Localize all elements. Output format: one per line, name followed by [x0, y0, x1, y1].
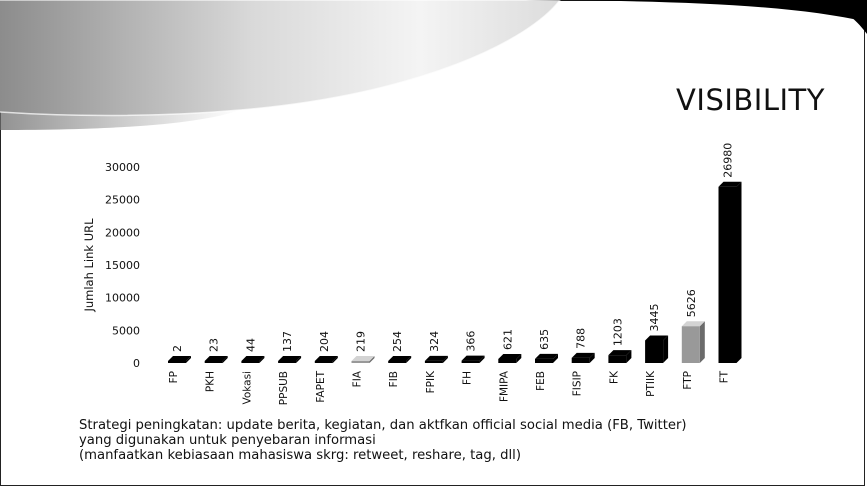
bar-top	[608, 350, 632, 356]
bar-value-label: 2	[171, 345, 184, 352]
bar	[241, 361, 260, 363]
bar-side	[699, 321, 705, 363]
bar-top	[168, 356, 191, 361]
x-tick-label: FTP	[682, 371, 694, 390]
y-tick-label: 15000	[105, 259, 140, 272]
bar-side	[626, 350, 632, 363]
bar	[424, 360, 443, 363]
bar-top	[388, 356, 412, 361]
bar-value-label: 621	[501, 329, 514, 350]
y-tick-label: 0	[133, 357, 140, 370]
bar-value-label: 204	[318, 331, 331, 352]
bar-value-label: 137	[281, 331, 294, 352]
bar	[571, 357, 590, 363]
caption-line-1: Strategi peningkatan: update berita, keg…	[79, 418, 687, 433]
bar-top	[681, 321, 705, 327]
caption-line-2: yang digunakan untuk penyebaran informas…	[79, 433, 376, 448]
x-tick-label: FMIPA	[498, 370, 510, 402]
bar-value-label: 219	[355, 331, 368, 352]
x-tick-label: FPIK	[425, 370, 437, 393]
bar	[461, 360, 480, 363]
x-tick-label: FIA	[352, 370, 364, 387]
bar	[388, 361, 407, 363]
bar-top	[278, 356, 302, 361]
bar-side	[589, 352, 595, 363]
bar	[535, 358, 553, 363]
bar-top	[351, 356, 375, 361]
bar-top	[498, 353, 522, 359]
x-tick-label: Vokasi	[241, 371, 253, 405]
bar-side	[259, 356, 265, 363]
bar-top	[535, 353, 558, 359]
bar-top	[424, 355, 448, 361]
bar	[204, 361, 223, 363]
bar-top	[241, 356, 265, 361]
bar	[681, 326, 700, 363]
bar	[608, 355, 627, 363]
bar	[498, 358, 517, 363]
bar-side	[442, 355, 448, 363]
y-tick-label: 25000	[105, 194, 140, 207]
x-tick-label: FH	[462, 371, 474, 385]
bar	[718, 186, 737, 363]
bar-top	[314, 356, 338, 361]
bar-side	[369, 356, 375, 363]
bar-side	[479, 355, 485, 363]
bar-side	[186, 356, 191, 363]
bar-value-label: 26980	[722, 143, 735, 178]
bar-top	[204, 356, 228, 361]
x-tick-label: PKH	[205, 371, 217, 392]
bar-side	[663, 335, 669, 363]
y-axis-label: Jumlah Link URL	[82, 218, 96, 313]
y-tick-label: 10000	[105, 292, 140, 305]
x-tick-label: FEB	[535, 371, 547, 391]
bar-top	[461, 355, 485, 361]
y-tick-label: 30000	[105, 161, 140, 174]
bar	[168, 361, 186, 363]
x-tick-label: FK	[608, 370, 620, 384]
x-tick-label: PTIIK	[645, 370, 657, 397]
y-tick-label: 5000	[112, 324, 140, 337]
bar-side	[736, 181, 742, 363]
x-tick-label: FAPET	[315, 370, 327, 402]
bar-top	[718, 181, 742, 187]
bar-value-label: 1203	[611, 318, 624, 346]
bar	[351, 361, 370, 363]
bar-side	[516, 353, 522, 363]
bar	[278, 361, 297, 363]
caption-line-3: (manfaatkan kebiasaan mahasiswa skrg: re…	[79, 448, 521, 463]
x-tick-label: FISIP	[572, 371, 584, 396]
bar-side	[222, 356, 228, 363]
bar	[645, 340, 664, 363]
bar-value-label: 23	[208, 338, 221, 352]
bar-value-label: 3445	[648, 303, 661, 331]
bar	[314, 361, 333, 363]
x-tick-label: FIB	[388, 371, 400, 387]
bar-value-label: 254	[391, 331, 404, 352]
bar-value-label: 635	[538, 329, 551, 350]
x-tick-label: FT	[719, 370, 731, 383]
y-tick-label: 20000	[105, 226, 140, 239]
bar-side	[553, 353, 558, 363]
bar-value-label: 788	[575, 328, 588, 349]
bar-value-label: 5626	[685, 289, 698, 317]
strategy-caption: Strategi peningkatan: update berita, keg…	[79, 418, 839, 463]
x-tick-label: PPSUB	[278, 371, 290, 405]
x-tick-label: FP	[168, 371, 180, 383]
bar-side	[406, 356, 412, 363]
bar-value-label: 366	[465, 331, 478, 352]
bar-value-label: 324	[428, 331, 441, 352]
bar-side	[296, 356, 302, 363]
bar-value-label: 44	[244, 338, 257, 352]
header-decoration	[0, 0, 867, 130]
slide-title: VISIBILITY	[676, 83, 825, 117]
bar-top	[571, 352, 595, 358]
bar-side	[332, 356, 338, 363]
bar-top	[645, 335, 669, 341]
